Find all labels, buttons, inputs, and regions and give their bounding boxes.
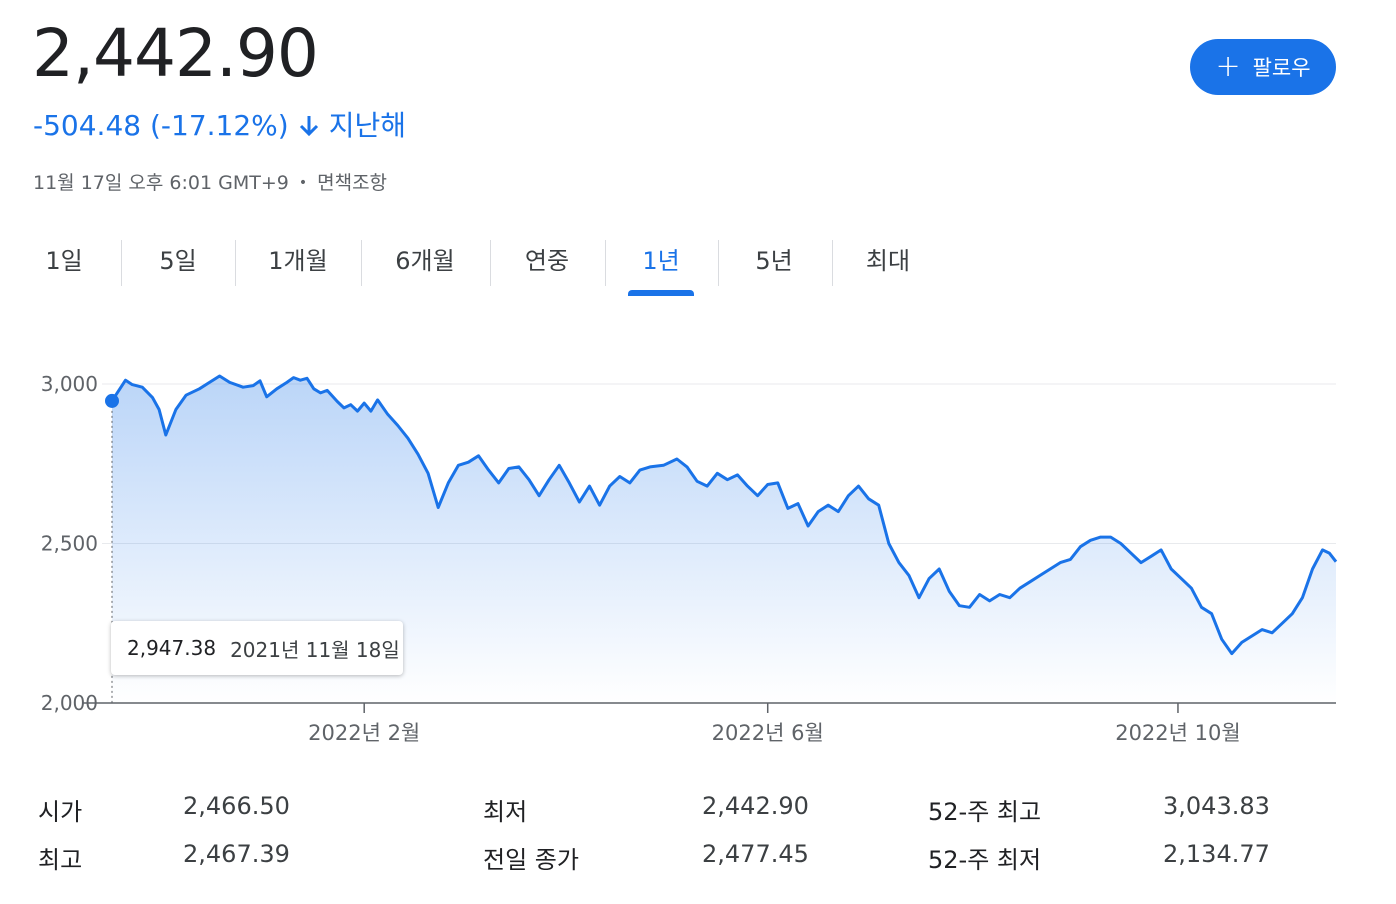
disclaimer-link[interactable]: 면책조항 [317,172,388,194]
change-value: -504.48 (-17.12%) [33,109,289,142]
follow-label: 팔로우 [1252,56,1311,80]
stat-value-high: 2,467.39 [183,840,290,868]
tab-divider [361,240,362,286]
stat-value-52w-high: 3,043.83 [1163,792,1270,820]
chart-tooltip: 2,947.38 2021년 11월 18일 [111,621,403,675]
tab-5d[interactable]: 5일 [159,247,197,275]
tab-1y[interactable]: 1년 [625,238,697,296]
tab-1d[interactable]: 1일 [45,247,83,275]
follow-button[interactable]: + 팔로우 [1190,39,1336,95]
stat-label-prev-close: 전일 종가 [483,846,579,874]
x-axis-labels: 2022년 2월 2022년 6월 2022년 10월 [308,703,1241,745]
tab-divider [605,240,606,286]
tab-ytd[interactable]: 연중 [524,247,570,275]
y-tick-label: 3,000 [41,372,98,396]
tab-max[interactable]: 최대 [865,247,911,275]
plus-icon: + [1215,49,1241,84]
tab-divider [490,240,491,286]
price-area [112,376,1336,703]
stat-label-52w-low: 52-주 최저 [928,846,1042,874]
stat-label-low: 최저 [483,798,528,826]
y-tick-label: 2,500 [41,532,98,556]
arrow-down-icon [299,116,318,137]
stat-value-prev-close: 2,477.45 [702,840,809,868]
stat-value-52w-low: 2,134.77 [1163,840,1270,868]
hover-point [105,393,119,408]
tab-divider [235,240,236,286]
x-tick-label: 2022년 2월 [308,721,420,745]
tab-5y[interactable]: 5년 [755,247,793,275]
tab-6m[interactable]: 6개월 [395,247,455,275]
active-tab-indicator [628,290,694,296]
stat-value-open: 2,466.50 [183,792,290,820]
stat-label-open: 시가 [38,798,83,826]
separator-dot: • [298,175,308,191]
price-change: -504.48 (-17.12%) 지난해 [33,106,406,146]
stat-value-low: 2,442.90 [702,792,809,820]
tab-divider [121,240,122,286]
change-period: 지난해 [328,109,406,142]
tab-divider [718,240,719,286]
quote-timestamp: 11월 17일 오후 6:01 GMT+9 • 면책조항 [33,168,387,198]
tooltip-value: 2,947.38 [127,636,217,660]
tab-divider [832,240,833,286]
timestamp-text: 11월 17일 오후 6:01 GMT+9 [33,172,289,194]
x-tick-label: 2022년 10월 [1115,721,1240,745]
tooltip-date: 2021년 11월 18일 [230,637,400,662]
current-price: 2,442.90 [32,15,319,92]
stat-label-52w-high: 52-주 최고 [928,798,1042,826]
tab-1m[interactable]: 1개월 [268,247,328,275]
stat-label-high: 최고 [38,846,83,874]
x-tick-label: 2022년 6월 [712,721,824,745]
price-line [110,374,1338,656]
